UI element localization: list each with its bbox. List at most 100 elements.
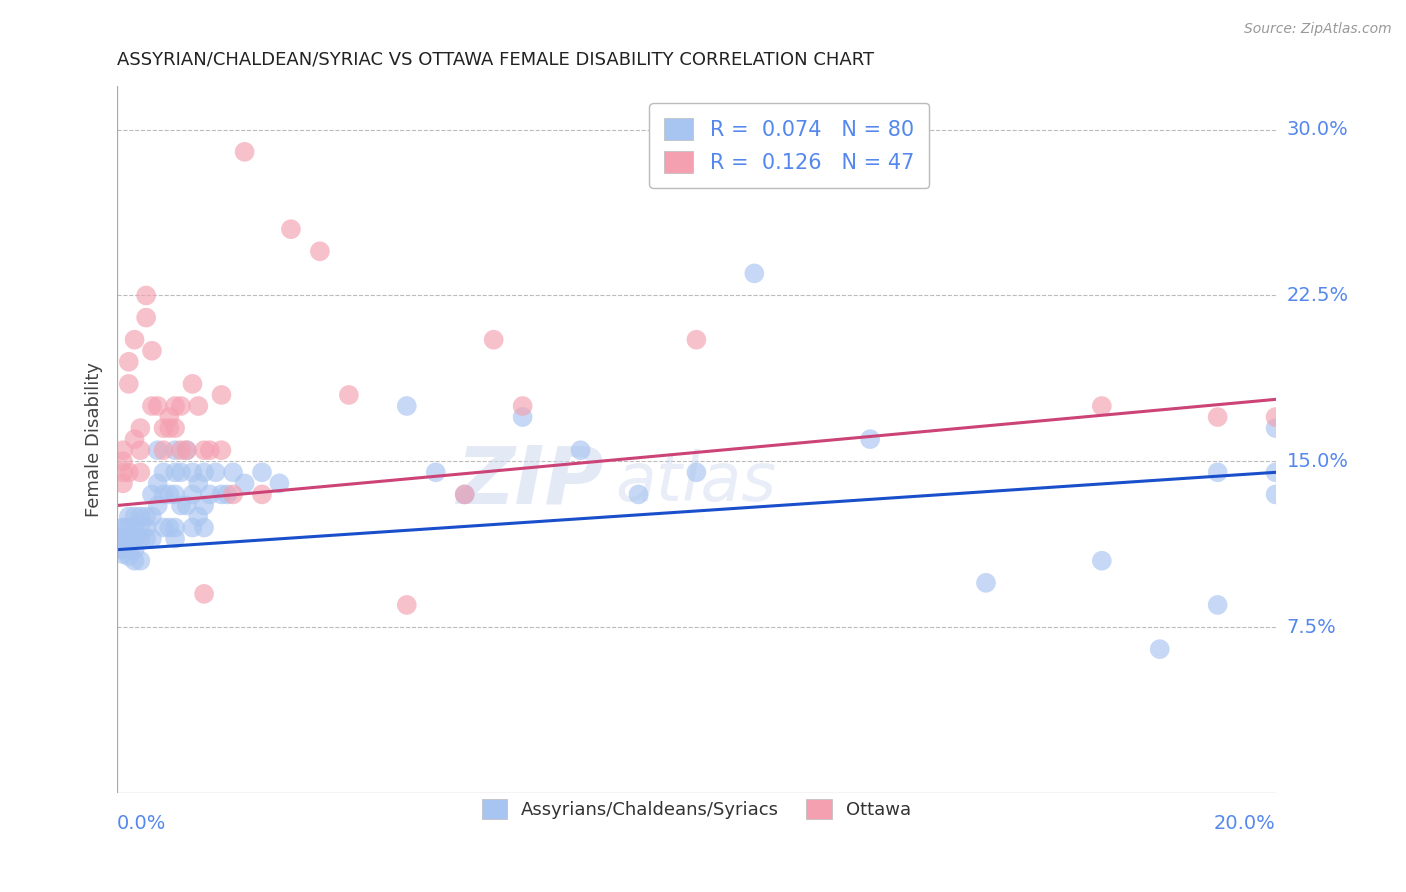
Text: 20.0%: 20.0% [1213, 814, 1275, 833]
Point [250, 465, 273, 479]
Point [111, 532, 134, 546]
Point [685, 465, 707, 479]
Point [165, 465, 187, 479]
Text: ZIP: ZIP [457, 442, 603, 521]
Point [170, 399, 193, 413]
Point [176, 443, 198, 458]
Point [170, 443, 193, 458]
Point [1206, 410, 1229, 425]
Point [974, 575, 997, 590]
Point [118, 509, 141, 524]
Point [129, 554, 152, 568]
Point [233, 145, 256, 159]
Point [129, 421, 152, 435]
Point [111, 547, 134, 561]
Point [111, 476, 134, 491]
Point [1091, 554, 1114, 568]
Point [118, 542, 141, 557]
Point [209, 388, 232, 402]
Point [1149, 642, 1171, 657]
Point [181, 465, 204, 479]
Point [157, 410, 180, 425]
Point [165, 532, 187, 546]
Point [193, 465, 215, 479]
Text: Source: ZipAtlas.com: Source: ZipAtlas.com [1244, 22, 1392, 37]
Point [124, 542, 146, 557]
Point [124, 509, 146, 524]
Point [165, 421, 187, 435]
Point [1206, 465, 1229, 479]
Point [181, 376, 204, 391]
Point [204, 465, 226, 479]
Point [454, 487, 477, 501]
Text: 30.0%: 30.0% [1286, 120, 1348, 139]
Point [129, 532, 152, 546]
Point [187, 509, 209, 524]
Point [176, 443, 198, 458]
Point [152, 520, 174, 534]
Point [135, 288, 157, 302]
Point [1264, 410, 1286, 425]
Point [193, 499, 215, 513]
Point [395, 399, 418, 413]
Point [146, 443, 169, 458]
Point [118, 532, 141, 546]
Point [152, 421, 174, 435]
Text: ASSYRIAN/CHALDEAN/SYRIAC VS OTTAWA FEMALE DISABILITY CORRELATION CHART: ASSYRIAN/CHALDEAN/SYRIAC VS OTTAWA FEMAL… [117, 51, 875, 69]
Point [118, 465, 141, 479]
Text: 15.0%: 15.0% [1286, 451, 1348, 471]
Point [124, 432, 146, 446]
Point [685, 333, 707, 347]
Text: 7.5%: 7.5% [1286, 617, 1337, 637]
Point [129, 443, 152, 458]
Point [512, 410, 534, 425]
Point [222, 465, 245, 479]
Point [118, 532, 141, 546]
Point [176, 499, 198, 513]
Point [165, 399, 187, 413]
Point [395, 598, 418, 612]
Point [118, 549, 141, 564]
Y-axis label: Female Disability: Female Disability [86, 361, 103, 516]
Point [512, 399, 534, 413]
Point [111, 542, 134, 557]
Point [124, 520, 146, 534]
Point [187, 399, 209, 413]
Point [209, 443, 232, 458]
Point [111, 542, 134, 557]
Point [152, 443, 174, 458]
Point [217, 487, 239, 501]
Point [425, 465, 447, 479]
Point [193, 520, 215, 534]
Point [111, 532, 134, 546]
Text: 22.5%: 22.5% [1286, 286, 1348, 305]
Point [209, 487, 232, 501]
Point [309, 244, 332, 259]
Point [152, 465, 174, 479]
Point [141, 532, 163, 546]
Point [141, 399, 163, 413]
Point [482, 333, 505, 347]
Point [193, 587, 215, 601]
Point [118, 520, 141, 534]
Point [569, 443, 592, 458]
Point [152, 487, 174, 501]
Point [129, 509, 152, 524]
Point [742, 266, 765, 280]
Point [198, 443, 221, 458]
Point [111, 465, 134, 479]
Point [146, 476, 169, 491]
Point [280, 222, 302, 236]
Point [118, 376, 141, 391]
Point [627, 487, 650, 501]
Point [111, 454, 134, 468]
Point [141, 487, 163, 501]
Point [129, 520, 152, 534]
Point [1264, 421, 1286, 435]
Point [170, 499, 193, 513]
Point [141, 509, 163, 524]
Point [135, 520, 157, 534]
Point [157, 520, 180, 534]
Point [1264, 487, 1286, 501]
Point [1091, 399, 1114, 413]
